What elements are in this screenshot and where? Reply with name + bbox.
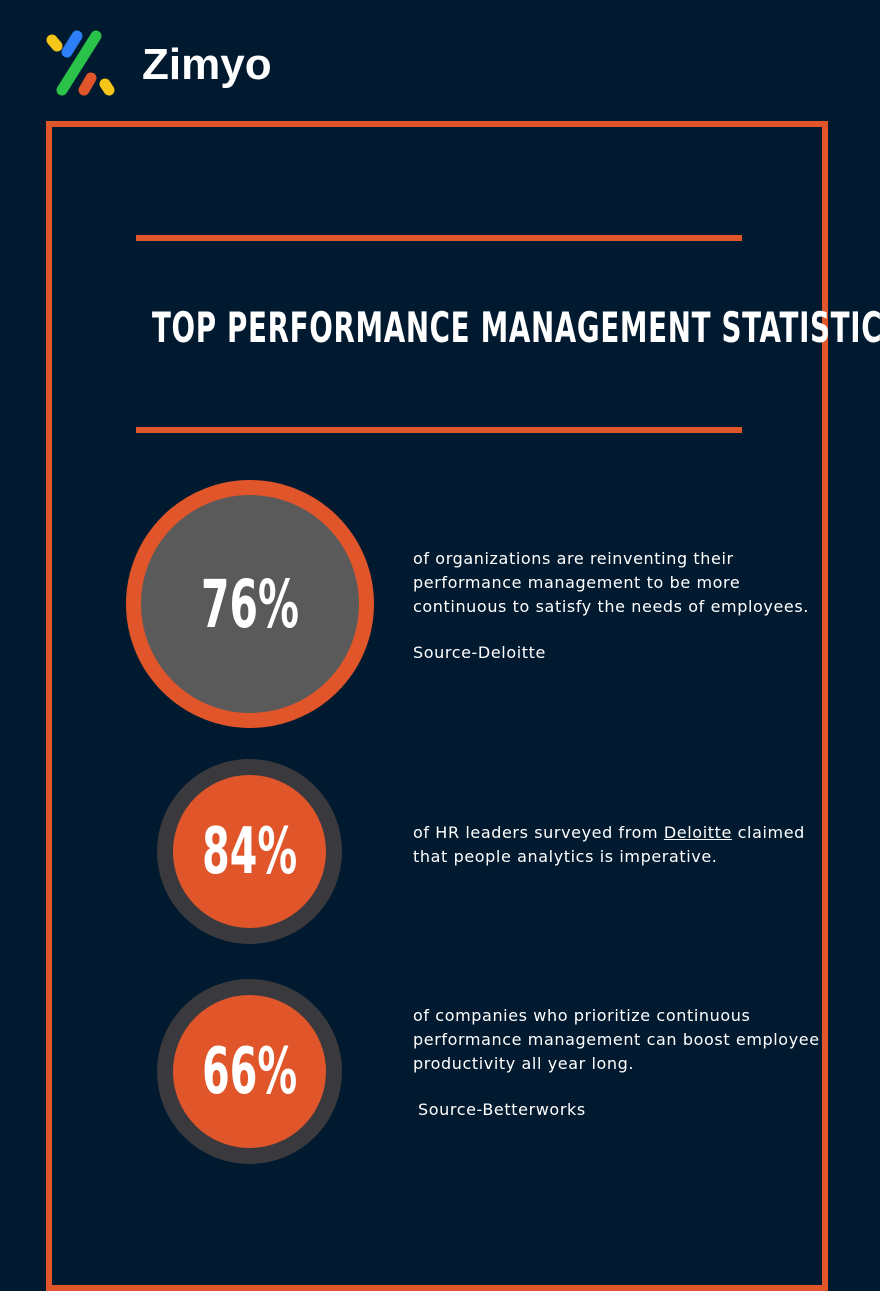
stat-percent: 84% [202,814,297,889]
stat-circle-66: 66% [157,979,342,1164]
zimyo-logo-icon [46,30,115,96]
stat-description-2: of HR leaders surveyed from Deloitte cla… [413,821,833,869]
stat-text: of companies who prioritize continuous p… [413,1006,820,1073]
stat-source: Source-Betterworks [418,1100,586,1119]
stat-circle-76: 76% [126,480,374,728]
stat-text-before: of HR leaders surveyed from [413,823,664,842]
brand-logo: Zimyo [44,26,304,102]
stat-percent: 66% [202,1034,297,1109]
brand-name: Zimyo [142,40,272,89]
stat-description-1: of organizations are reinventing their p… [413,547,833,665]
stat-description-3: of companies who prioritize continuous p… [413,1004,833,1122]
stat-percent: 76% [201,565,299,643]
deloitte-link[interactable]: Deloitte [663,823,732,842]
stat-circle-84: 84% [157,759,342,944]
stat-source: Source-Deloitte [413,643,546,662]
stat-text: of organizations are reinventing their p… [413,549,809,616]
stat-text-after: claimed that people analytics is imperat… [413,823,805,866]
page-title: TOP PERFORMANCE MANAGEMENT STATISTICS [151,303,880,352]
title-rule-bottom [136,427,742,433]
content-frame [46,121,828,1291]
title-rule-top [136,235,742,241]
